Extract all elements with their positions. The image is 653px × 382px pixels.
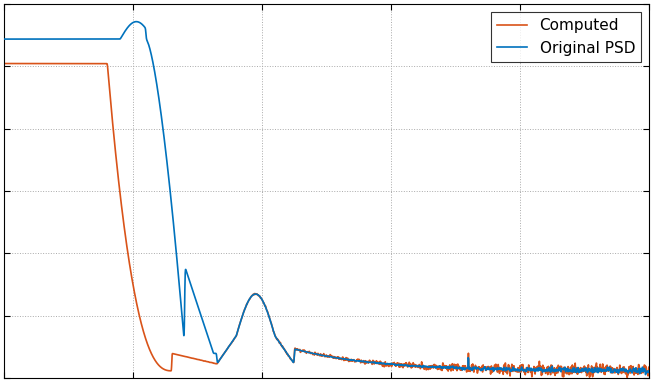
Original PSD (0, 37, 8, 41)
Original PSD (118, 35, 125, 40)
Computed (0, 61, 8, 66)
Original PSD (247, 295, 255, 300)
Computed (645, 365, 653, 369)
Original PSD (133, 19, 140, 24)
Computed (387, 362, 394, 366)
Original PSD (645, 369, 653, 374)
Line: Original PSD: Original PSD (4, 22, 649, 375)
Original PSD (530, 369, 538, 373)
Line: Computed: Computed (4, 63, 649, 377)
Computed (530, 367, 538, 372)
Computed (623, 375, 631, 380)
Computed (118, 201, 125, 206)
Original PSD (642, 372, 650, 377)
Computed (419, 364, 427, 369)
Original PSD (420, 364, 428, 368)
Computed (481, 365, 489, 370)
Legend: Computed, Original PSD: Computed, Original PSD (490, 12, 641, 62)
Computed (247, 295, 255, 299)
Original PSD (481, 367, 489, 372)
Original PSD (387, 362, 395, 366)
